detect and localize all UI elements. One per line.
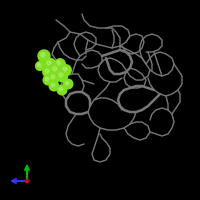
Circle shape: [65, 81, 69, 85]
Circle shape: [38, 64, 41, 67]
Circle shape: [49, 81, 59, 91]
Circle shape: [59, 73, 63, 77]
Circle shape: [44, 58, 56, 70]
Circle shape: [63, 79, 73, 89]
Circle shape: [49, 73, 59, 83]
Circle shape: [61, 65, 71, 75]
Circle shape: [45, 77, 49, 81]
Circle shape: [53, 67, 57, 71]
Circle shape: [43, 67, 53, 77]
Circle shape: [51, 83, 55, 87]
Circle shape: [57, 61, 61, 65]
Circle shape: [36, 62, 44, 70]
Circle shape: [43, 75, 53, 85]
Circle shape: [47, 61, 51, 65]
Circle shape: [57, 85, 67, 95]
Circle shape: [63, 67, 67, 71]
Circle shape: [56, 70, 68, 82]
Circle shape: [51, 75, 55, 79]
Circle shape: [38, 50, 50, 62]
Circle shape: [59, 87, 63, 91]
Circle shape: [45, 69, 49, 73]
Circle shape: [41, 53, 45, 57]
Circle shape: [25, 179, 29, 183]
Circle shape: [55, 59, 65, 69]
Circle shape: [50, 64, 62, 76]
